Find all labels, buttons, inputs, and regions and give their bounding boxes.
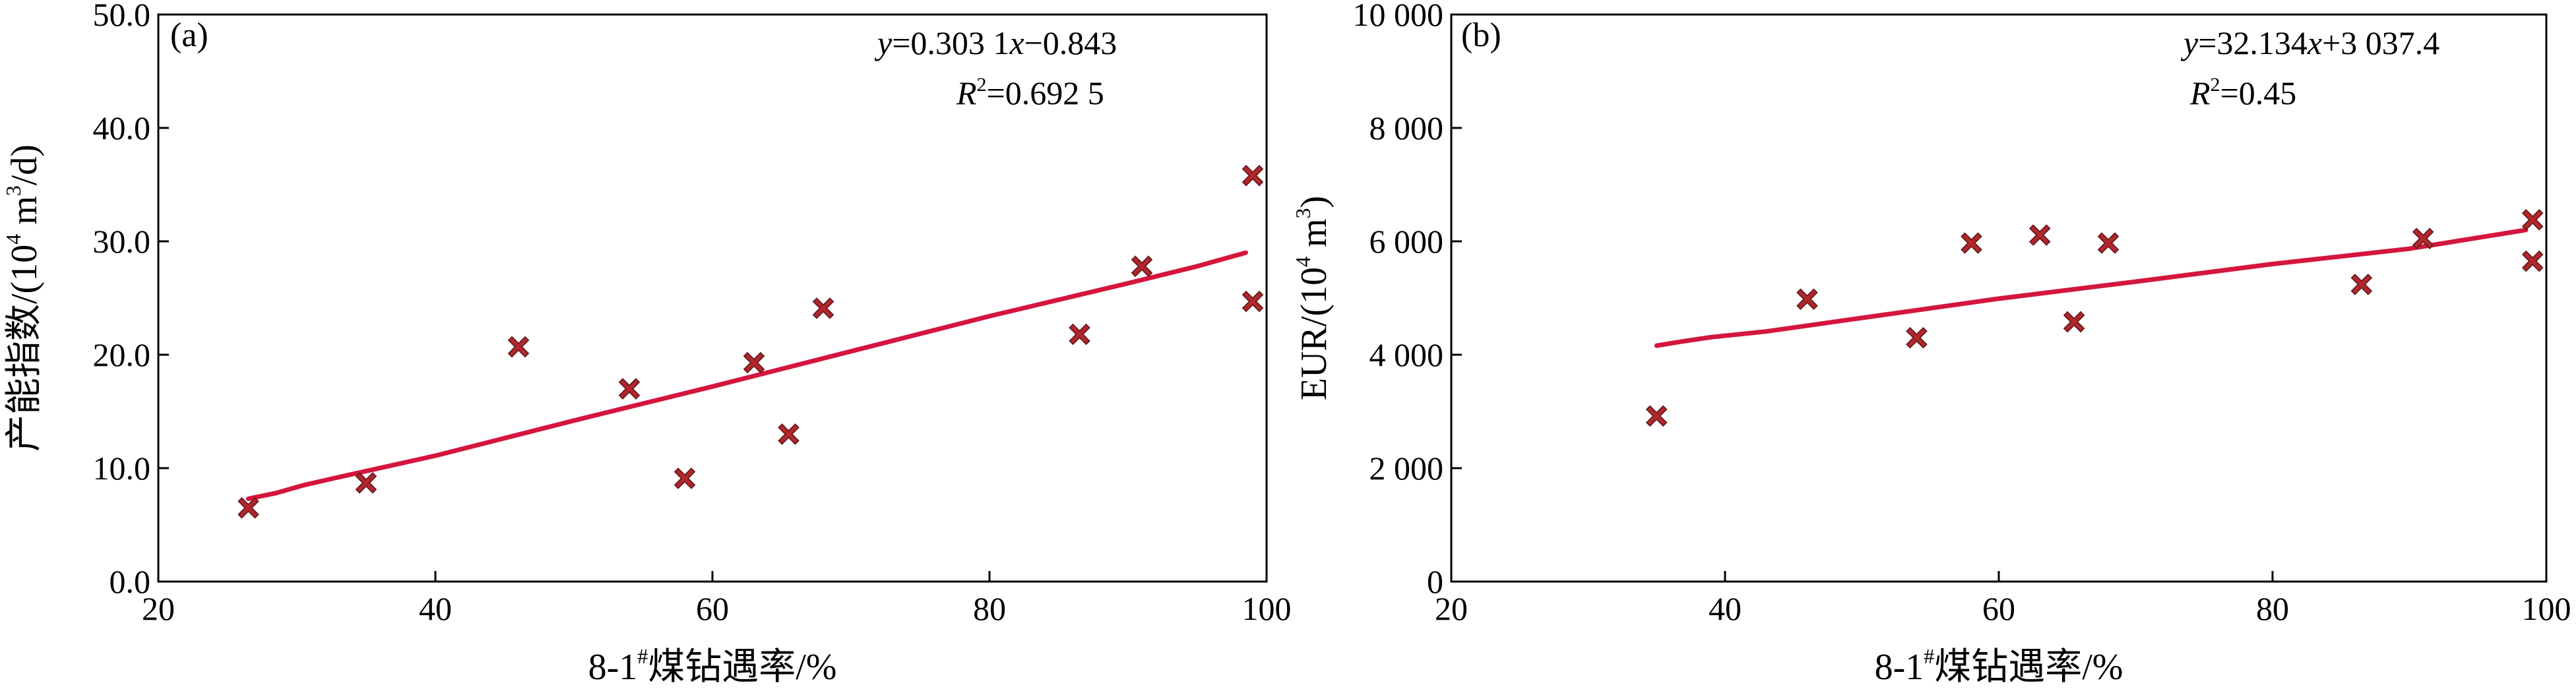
data-point	[1131, 255, 1153, 278]
data-point	[2412, 227, 2434, 250]
y-tick-label: 20.0	[93, 336, 151, 373]
data-point	[2063, 311, 2085, 333]
x-tick-label: 80	[973, 590, 1006, 627]
chart-panel-a: 20 40 60 80 100 0.0 10.0 20.0 30.0 40.0 50.0 (a) y=0…	[1, 0, 1292, 688]
r-squared: R2=0.692 5	[956, 74, 1104, 111]
y-tick-label: 8 000	[1369, 109, 1444, 146]
data-point	[743, 351, 765, 374]
x-axis-label: 8-1#煤钻遇率/%	[1875, 644, 2123, 688]
data-point	[2097, 232, 2120, 254]
data-point	[2521, 208, 2544, 231]
data-point	[618, 378, 641, 400]
y-tick-label: 6 000	[1369, 223, 1444, 260]
y-tick-label: 10 000	[1353, 0, 1444, 33]
y-axis-label: EUR/(104 m3)	[1291, 196, 1335, 400]
regression-line	[1654, 227, 2529, 348]
x-tick-label: 100	[2522, 590, 2571, 627]
x-axis-label: 8-1#煤钻遇率/%	[588, 644, 837, 688]
x-tick-label: 40	[1709, 590, 1742, 627]
data-point	[2028, 224, 2051, 246]
x-tick-label: 80	[2256, 590, 2289, 627]
regression-line	[246, 250, 1248, 501]
y-tick-label: 10.0	[93, 450, 151, 487]
data-point	[1241, 290, 1264, 313]
y-tick-label: 0	[1427, 563, 1443, 600]
data-point	[674, 467, 696, 489]
y-tick-label: 50.0	[93, 0, 151, 33]
regression-equation: y=32.134x+3 037.4	[2180, 24, 2439, 61]
data-point	[1069, 323, 1090, 346]
y-tick-label: 30.0	[93, 223, 151, 260]
data-point	[507, 336, 530, 358]
x-tick-label: 20	[1435, 590, 1468, 627]
data-point	[237, 497, 259, 519]
x-tick-label: 60	[696, 590, 729, 627]
r-squared: R2=0.45	[2189, 74, 2296, 111]
x-tick-label: 40	[419, 590, 452, 627]
data-point	[1906, 326, 1928, 349]
x-tick-label: 100	[1242, 590, 1292, 627]
x-tick-label: 60	[1982, 590, 2015, 627]
chart-panel-b: 20 40 60 80 100 0 2 000 4 000 6 000 8 000 10 000 (b…	[1291, 0, 2571, 688]
y-tick-label: 40.0	[93, 109, 151, 146]
data-point	[1961, 232, 1982, 254]
data-point	[1796, 288, 1818, 311]
data-point	[812, 297, 834, 319]
data-point	[1645, 405, 1668, 427]
panel-label: (b)	[1461, 16, 1501, 54]
data-point	[1241, 164, 1264, 187]
y-tick-label: 4 000	[1369, 336, 1444, 373]
data-point	[355, 471, 377, 494]
data-point	[2350, 273, 2373, 295]
data-point	[2521, 250, 2544, 272]
regression-equation: y=0.303 1x−0.843	[874, 24, 1117, 61]
y-axis-label: 产能指数/(104 m3/d)	[1, 144, 45, 452]
data-point	[778, 423, 800, 445]
x-tick-label: 20	[142, 590, 175, 627]
y-tick-label: 0.0	[110, 563, 151, 600]
panel-label: (a)	[170, 16, 208, 54]
y-tick-label: 2 000	[1369, 450, 1444, 487]
